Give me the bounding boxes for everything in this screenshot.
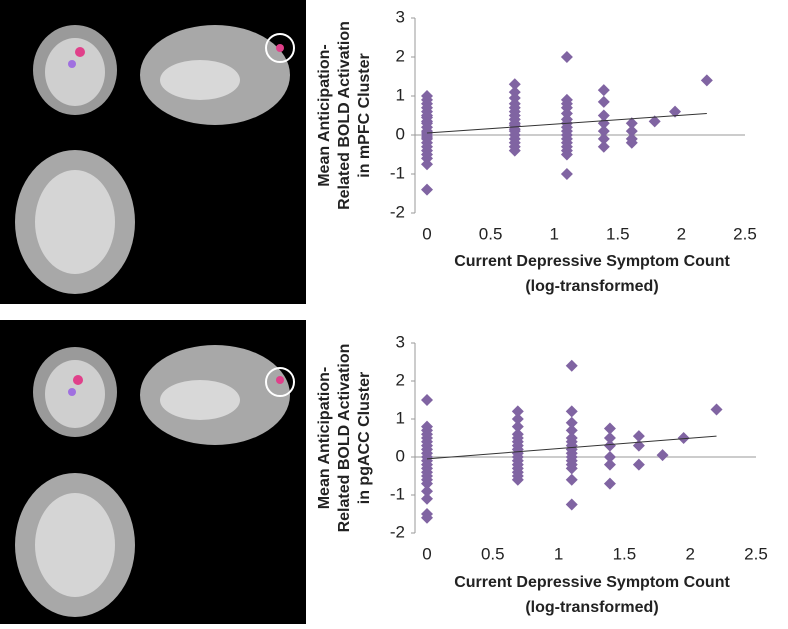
point [561,168,573,180]
y-tick-label: 2 [396,46,405,65]
point [701,74,713,86]
point [566,499,578,511]
y-axis-label: Related BOLD Activation [336,344,353,533]
y-axis-label: in mPFC Cluster [356,53,373,177]
point [566,405,578,417]
x-axis-label: Current Depressive Symptom Count [454,253,730,270]
y-tick-label: -1 [390,163,405,182]
brain-image [0,0,306,304]
point [657,449,669,461]
x-tick-label: 2 [677,224,686,243]
y-tick-label: -2 [390,522,405,541]
point [604,440,616,452]
point [598,84,610,96]
x-tick-label: 0 [422,544,431,563]
x-tick-label: 1 [554,544,563,563]
y-axis-label: in pgACC Cluster [356,372,373,504]
x-tick-label: 1.5 [613,544,637,563]
y-tick-label: -1 [390,484,405,503]
y-tick-label: 0 [396,446,405,465]
figure: -2-1012300.511.522.5Current Depressive S… [0,0,788,624]
y-tick-label: 0 [396,124,405,143]
x-tick-label: 1.5 [606,224,630,243]
point [561,51,573,63]
point [633,459,645,471]
point [598,96,610,108]
point [711,404,723,416]
x-tick-label: 1 [549,224,558,243]
y-axis-label: Mean Anticipation- [316,367,333,510]
x-axis-label: Current Depressive Symptom Count [454,574,730,591]
x-axis-label: (log-transformed) [525,599,658,616]
y-axis-label: Mean Anticipation- [316,44,333,187]
y-tick-label: 1 [396,408,405,427]
brain-image [0,320,306,624]
x-tick-label: 0 [422,224,431,243]
y-tick-label: 2 [396,370,405,389]
y-tick-label: -2 [390,202,405,221]
point [566,474,578,486]
point [598,141,610,153]
point [604,478,616,490]
x-tick-label: 0.5 [479,224,503,243]
point [604,459,616,471]
x-tick-label: 0.5 [481,544,505,563]
y-tick-label: 1 [396,85,405,104]
point [566,360,578,372]
point [421,184,433,196]
y-axis-label: Related BOLD Activation [336,21,353,210]
y-tick-label: 3 [396,7,405,26]
x-tick-label: 2 [685,544,694,563]
point [421,394,433,406]
x-axis-label: (log-transformed) [525,278,658,295]
point [421,493,433,505]
x-tick-label: 2.5 [733,224,757,243]
y-tick-label: 3 [396,332,405,351]
x-tick-label: 2.5 [744,544,768,563]
